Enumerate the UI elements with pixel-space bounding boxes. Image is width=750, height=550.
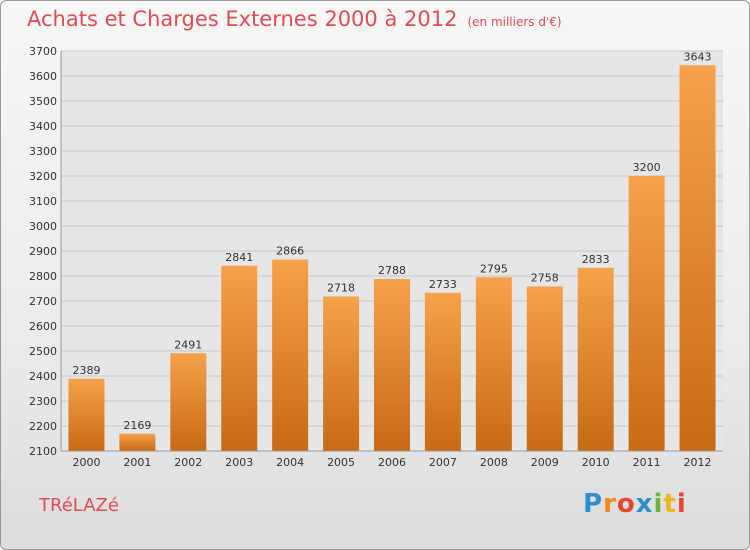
logo-letter: x — [635, 489, 654, 519]
x-tick-label: 2009 — [531, 456, 559, 469]
y-tick-label: 2400 — [29, 370, 57, 383]
data-label: 2866 — [276, 245, 304, 258]
data-label: 2491 — [174, 338, 202, 351]
data-label: 3200 — [633, 161, 661, 174]
y-tick-label: 3500 — [29, 95, 57, 108]
logo-letter: i — [676, 489, 687, 519]
y-tick-label: 2100 — [29, 445, 57, 458]
data-label: 3643 — [684, 50, 712, 63]
x-tick-label: 2006 — [378, 456, 406, 469]
city-name: TRéLAZé — [39, 495, 119, 516]
bar-2011 — [628, 176, 665, 451]
data-label: 2718 — [327, 282, 355, 295]
y-tick-label: 2300 — [29, 395, 57, 408]
x-tick-label: 2010 — [582, 456, 610, 469]
data-label: 2788 — [378, 264, 406, 277]
logo-letter: o — [616, 489, 636, 519]
data-label: 2169 — [123, 419, 151, 432]
y-tick-label: 3700 — [29, 45, 57, 58]
data-label: 2733 — [429, 278, 457, 291]
chart-title-text: Achats et Charges Externes 2000 à 2012 — [27, 7, 458, 31]
bar-2003 — [221, 265, 258, 451]
x-tick-label: 2003 — [225, 456, 253, 469]
y-tick-label: 2700 — [29, 295, 57, 308]
x-tick-label: 2008 — [480, 456, 508, 469]
logo-letter: t — [663, 489, 677, 519]
y-tick-label: 3600 — [29, 70, 57, 83]
chart-subtitle: (en milliers d'€) — [467, 15, 562, 29]
chart-title: Achats et Charges Externes 2000 à 2012 (e… — [27, 7, 562, 31]
x-tick-label: 2012 — [684, 456, 712, 469]
y-tick-label: 2800 — [29, 270, 57, 283]
x-tick-label: 2011 — [633, 456, 661, 469]
y-tick-label: 2200 — [29, 420, 57, 433]
bar-2012 — [679, 65, 716, 451]
bar-2004 — [272, 259, 309, 451]
x-tick-label: 2004 — [276, 456, 304, 469]
bar-2010 — [577, 267, 614, 451]
data-label: 2758 — [531, 272, 559, 285]
x-tick-label: 2005 — [327, 456, 355, 469]
x-tick-label: 2001 — [123, 456, 151, 469]
data-label: 2795 — [480, 262, 508, 275]
logo-letter: P — [583, 489, 604, 519]
bar-2000 — [68, 378, 105, 451]
bar-2009 — [526, 286, 563, 451]
bar-2006 — [374, 279, 410, 451]
y-tick-label: 3000 — [29, 220, 57, 233]
y-tick-label: 3100 — [29, 195, 57, 208]
bar-2008 — [475, 277, 512, 451]
proxiti-logo: Proxiti — [583, 489, 687, 519]
bar-2002 — [170, 353, 207, 451]
y-tick-label: 3400 — [29, 120, 57, 133]
y-tick-label: 2900 — [29, 245, 57, 258]
y-tick-label: 2500 — [29, 345, 57, 358]
logo-letter: i — [653, 489, 664, 519]
x-tick-label: 2002 — [174, 456, 202, 469]
y-tick-label: 2600 — [29, 320, 57, 333]
y-tick-label: 3200 — [29, 170, 57, 183]
data-label: 2841 — [225, 251, 253, 264]
bar-2007 — [424, 292, 461, 451]
bar-2001 — [119, 433, 156, 451]
bar-2005 — [323, 296, 360, 451]
data-label: 2833 — [582, 253, 610, 266]
x-tick-label: 2000 — [72, 456, 100, 469]
y-tick-label: 3300 — [29, 145, 57, 158]
data-label: 2389 — [72, 364, 100, 377]
logo-letter: r — [603, 489, 617, 519]
x-tick-label: 2007 — [429, 456, 457, 469]
